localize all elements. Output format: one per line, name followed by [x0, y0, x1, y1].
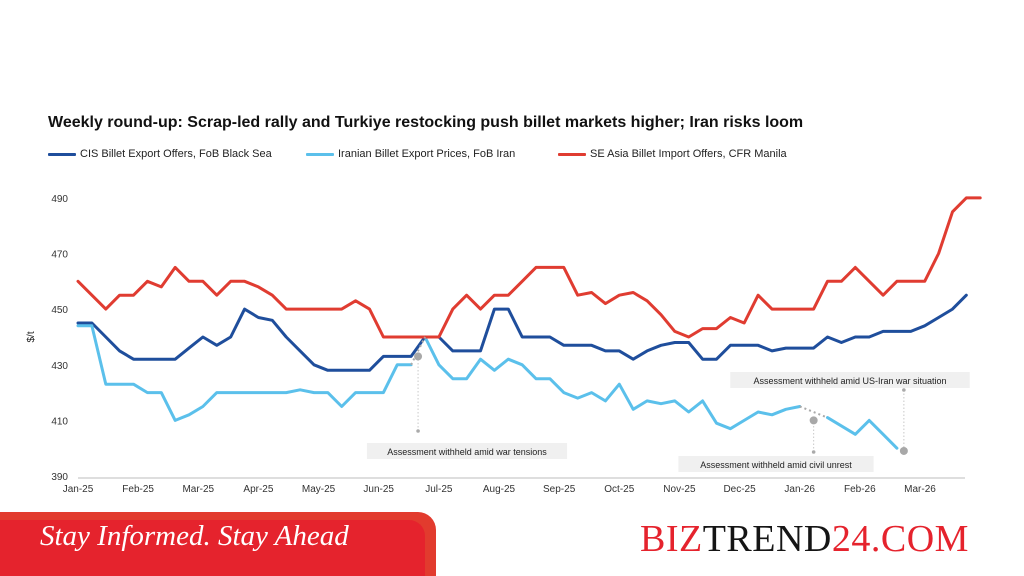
x-tick-label: Jan-25: [63, 484, 94, 495]
y-tick-label: 430: [51, 361, 68, 372]
annotation-marker: [809, 416, 818, 425]
annotation-text: Assessment withheld amid US-Iran war sit…: [753, 376, 946, 386]
annotation-leader-end: [902, 388, 906, 392]
chart-title: Weekly round-up: Scrap-led rally and Tur…: [48, 114, 804, 131]
gap-connector-2: [799, 405, 828, 419]
legend-label: CIS Billet Export Offers, FoB Black Sea: [80, 148, 272, 160]
x-tick-label: Mar-25: [182, 484, 214, 495]
y-tick-label: 450: [51, 305, 68, 316]
x-tick-label: Oct-25: [604, 484, 634, 495]
series-line-3-segment-1: [76, 196, 982, 339]
legend-label: SE Asia Billet Import Offers, CFR Manila: [590, 148, 787, 160]
x-tick-label: Aug-25: [483, 484, 516, 495]
annotation-box: [678, 456, 874, 472]
annotation-text: Assessment withheld amid civil unrest: [700, 460, 852, 470]
x-tick-label: Sep-25: [543, 484, 576, 495]
tagline-banner-inner: [0, 520, 425, 576]
brand-logo-part-biz: BIZ: [640, 518, 703, 560]
brand-logo-part-trend: TREND: [702, 518, 832, 560]
series-line-2-segment-3: [826, 416, 899, 450]
x-tick-label: Feb-25: [122, 484, 154, 495]
legend-swatch: [558, 152, 586, 156]
legend-swatch: [306, 152, 334, 156]
annotation-text: Assessment withheld amid war tensions: [387, 447, 547, 457]
tagline-banner: [0, 512, 436, 576]
x-tick-label: Feb-26: [844, 484, 876, 495]
brand-logo[interactable]: BIZTREND24.COM: [640, 517, 969, 561]
brand-logo-part-domain: 24.COM: [831, 518, 969, 560]
tagline-text: Stay Informed. Stay Ahead: [40, 520, 349, 552]
x-tick-label: Jan-26: [784, 484, 815, 495]
x-tick-label: Jun-25: [363, 484, 394, 495]
annotation-box: [366, 443, 568, 459]
x-tick-label: May-25: [302, 484, 336, 495]
series-line-2-segment-1: [76, 324, 413, 422]
legend-label: Iranian Billet Export Prices, FoB Iran: [338, 148, 516, 160]
y-axis-label: $/t: [26, 331, 37, 342]
gap-connector-1: [410, 336, 426, 366]
brand-banner: [436, 512, 1024, 576]
y-tick-label: 410: [51, 416, 68, 427]
x-tick-label: Apr-25: [243, 484, 273, 495]
series-line-1-segment-1: [76, 293, 968, 372]
x-tick-label: Jul-25: [425, 484, 453, 495]
x-tick-label: Nov-25: [663, 484, 696, 495]
y-tick-label: 390: [51, 472, 68, 483]
legend-swatch: [48, 152, 76, 156]
legend-item: CIS Billet Export Offers, FoB Black Sea: [48, 148, 272, 160]
line-chart: $/t 390 410 430 450 470 490 Jan-25 Feb-25 Mar-25 A…: [26, 194, 982, 495]
y-tick-label: 470: [51, 250, 68, 261]
annotation-marker: [414, 352, 423, 361]
legend-item: Iranian Billet Export Prices, FoB Iran: [306, 148, 515, 160]
annotation-leader-end: [811, 450, 816, 454]
series-line-2-segment-2: [423, 335, 802, 431]
x-tick-label: Mar-26: [904, 484, 936, 495]
x-tick-label: Dec-25: [723, 484, 756, 495]
annotation-leader-end: [416, 429, 420, 433]
y-tick-label: 490: [51, 194, 68, 205]
legend-item: SE Asia Billet Import Offers, CFR Manila: [558, 148, 787, 160]
annotation-box: [730, 372, 970, 388]
annotation-marker: [899, 446, 908, 455]
